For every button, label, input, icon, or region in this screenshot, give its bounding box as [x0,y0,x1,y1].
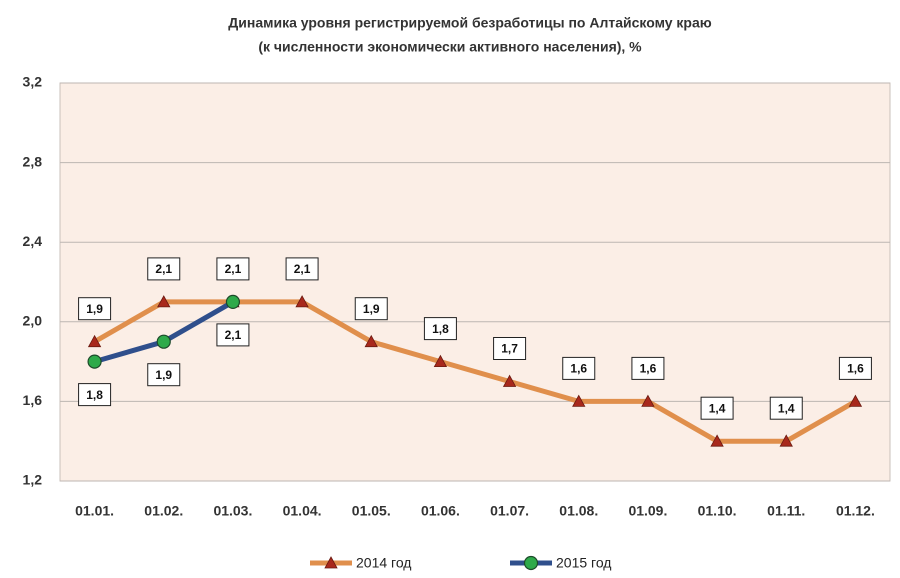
y-tick-label: 1,6 [23,392,43,408]
data-point [87,354,102,369]
data-label-box [562,356,596,380]
data-label-box [147,363,181,387]
data-point [156,334,171,349]
series-line [93,299,857,444]
data-label: 2,1 [294,262,311,276]
data-point [87,334,102,348]
x-tick-label: 01.08. [559,503,598,519]
data-label: 1,6 [847,362,864,376]
y-tick-label: 2,0 [23,313,43,329]
data-label: 1,9 [155,368,172,382]
x-tick-label: 01.09. [628,503,667,519]
data-label-box [216,257,250,281]
x-tick-label: 01.02. [144,503,183,519]
data-label-box [216,323,250,347]
data-label: 1,6 [640,362,657,376]
x-tick-label: 01.05. [352,503,391,519]
data-point [710,434,724,447]
plot-area [59,82,891,482]
data-label-box [631,356,665,380]
data-label: 2,1 [225,262,242,276]
legend-label: 2014 год [356,555,411,571]
x-tick-label: 01.04. [283,503,322,519]
data-label: 1,8 [86,388,103,402]
data-label-box [78,297,112,321]
x-tick-label: 01.06. [421,503,460,519]
data-label: 1,8 [432,322,449,336]
data-label-box [838,356,872,380]
data-label: 1,4 [709,401,726,415]
x-tick-label: 01.03. [213,503,252,519]
y-tick-label: 3,2 [23,74,43,90]
legend-marker [523,555,539,571]
x-tick-label: 01.11. [767,503,805,519]
data-label-box [285,257,319,281]
y-tick-label: 2,8 [23,153,43,169]
data-point [502,374,517,387]
data-point [225,294,241,309]
x-tick-label: 01.07. [490,503,529,519]
data-point [295,295,309,308]
x-tick-label: 01.12. [836,503,875,519]
data-label: 1,4 [778,401,795,415]
x-tick-label: 01.01. [75,503,114,519]
data-label-box [147,257,181,281]
chart-title: Динамика уровня регистрируемой безработи… [228,15,711,31]
data-label: 2,1 [225,328,242,342]
data-point [364,334,378,348]
data-label-box [700,396,734,420]
data-label: 2,1 [155,262,172,276]
y-tick-label: 1,2 [23,472,43,488]
data-label-box [423,317,457,341]
data-point [848,394,863,407]
data-label-box [354,297,388,321]
data-label: 1,6 [570,362,587,376]
data-point [641,394,655,407]
legend-label: 2015 год [556,555,611,571]
data-label-box [493,337,527,360]
data-label: 1,9 [86,302,103,316]
y-tick-label: 2,4 [23,233,43,249]
data-label: 1,7 [501,342,518,356]
data-point [157,295,171,308]
data-label-box [769,396,803,420]
data-point [433,354,448,367]
chart-subtitle: (к численности экономически активного на… [258,39,642,55]
x-tick-label: 01.10. [698,503,737,519]
legend-marker [324,556,338,569]
data-label: 1,9 [363,302,380,316]
data-point [572,394,586,407]
data-label-box [78,383,112,407]
data-point [779,434,793,447]
